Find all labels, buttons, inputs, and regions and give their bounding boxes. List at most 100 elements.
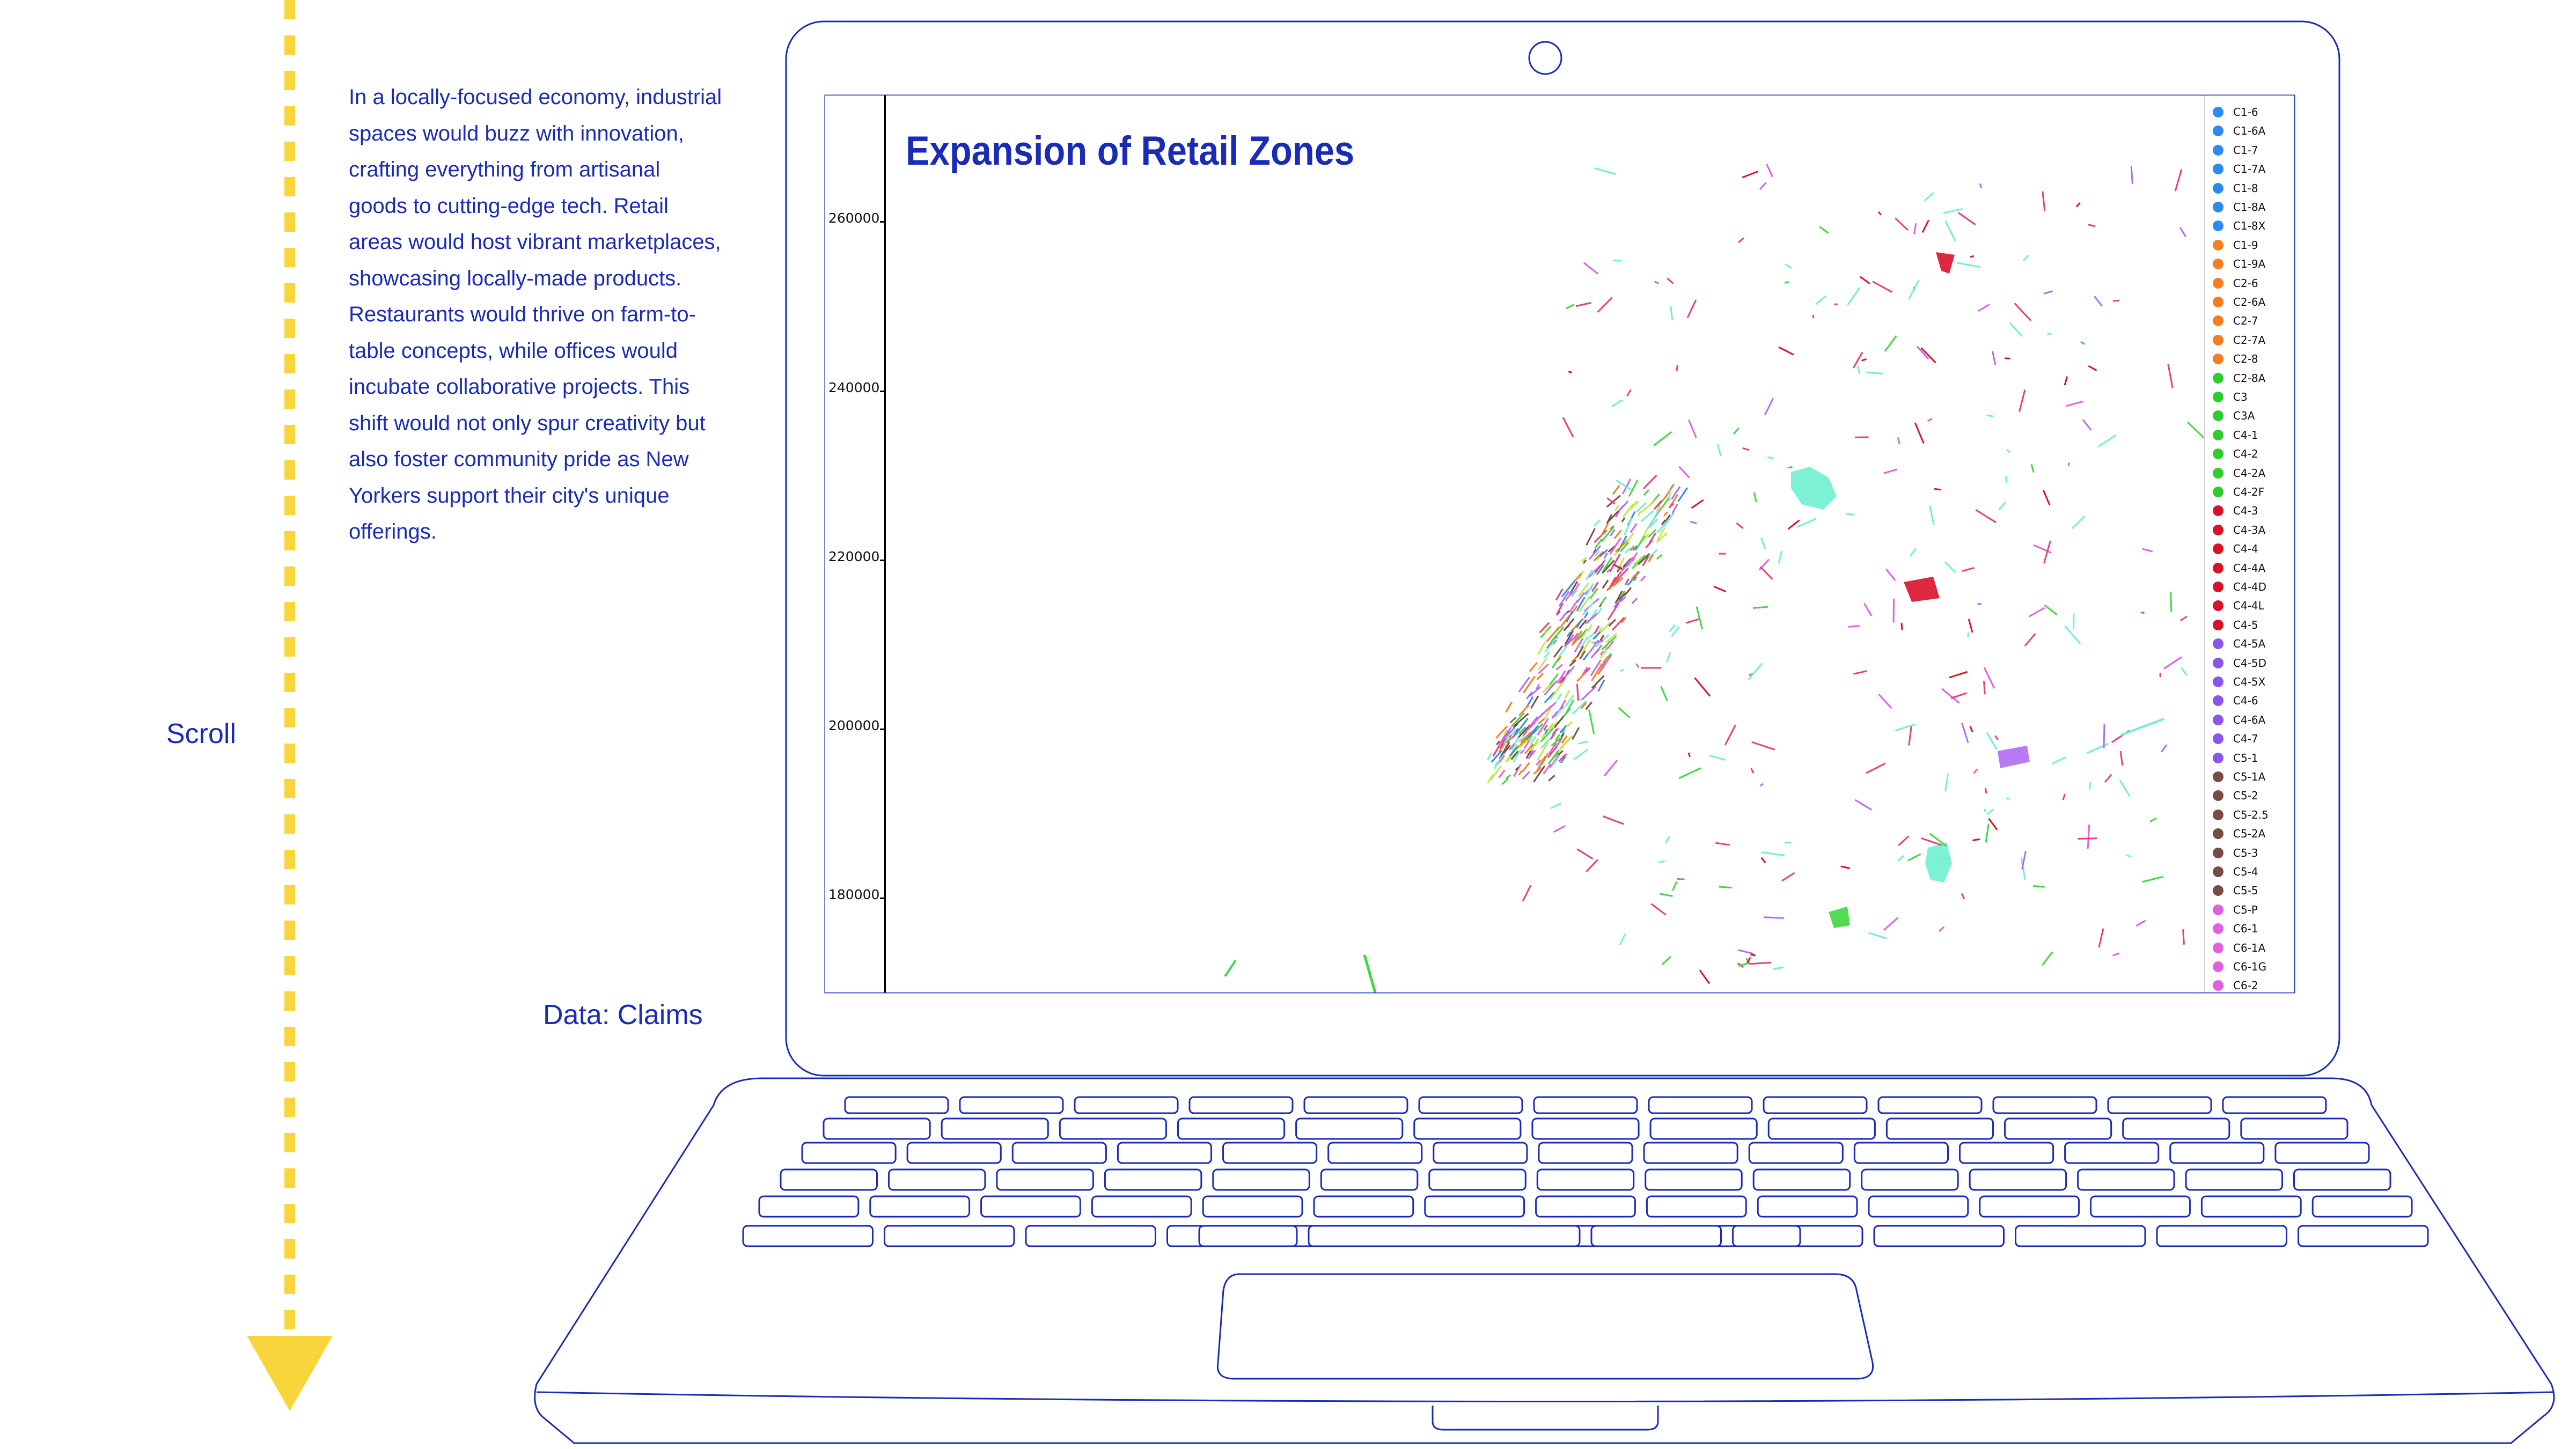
zone-strip: [1576, 848, 1594, 860]
zone-strip: [1572, 630, 1582, 644]
zone-strip: [1687, 752, 1691, 757]
legend-item: C6-1G: [2213, 958, 2266, 976]
legend-swatch: [2213, 562, 2223, 573]
zone-strip: [1540, 702, 1557, 716]
legend-swatch: [2213, 182, 2223, 194]
zone-strip: [1633, 556, 1643, 567]
zone-strip: [1913, 223, 1917, 234]
legend-swatch: [2213, 126, 2223, 137]
keyboard-key: [1320, 1168, 1419, 1191]
zone-strip: [1656, 527, 1665, 541]
zone-strip: [1668, 503, 1675, 509]
zone-strip: [1520, 749, 1525, 754]
keyboard-key: [1877, 1096, 1983, 1114]
zone-strip: [1536, 673, 1544, 680]
zone-strip: [1524, 743, 1534, 755]
zone-strip: [1749, 961, 1772, 965]
legend-label: C2-6: [2233, 276, 2258, 290]
zone-strip: [1670, 306, 1674, 320]
zone-strip: [1621, 517, 1626, 523]
legend-item: C3: [2213, 388, 2248, 406]
scroll-track[interactable]: [284, 0, 295, 1336]
zone-strip: [1653, 431, 1672, 446]
zone-strip: [1934, 488, 1941, 491]
legend-swatch: [2213, 809, 2223, 820]
zone-strip: [1924, 192, 1934, 202]
zone-strip: [1914, 422, 1925, 444]
y-tick-mark: [880, 729, 885, 730]
legend-label: C5-2.5: [2233, 808, 2269, 821]
zone-strip: [1640, 510, 1654, 523]
zone-strip: [1819, 226, 1829, 234]
zone-strip: [1766, 164, 1773, 178]
zone-strip: [2033, 885, 2045, 888]
keyboard-key: [1308, 1225, 1581, 1247]
legend-swatch: [2213, 771, 2223, 782]
zone-strip: [1909, 548, 1917, 557]
keyboard-key: [844, 1096, 949, 1114]
zone-strip: [2112, 952, 2120, 957]
zone-strip: [1897, 437, 1900, 444]
zone-strip: [1678, 767, 1701, 779]
spacebar-key: [1198, 1225, 1801, 1247]
legend-label: C3: [2233, 391, 2248, 403]
zone-strip: [1363, 954, 1377, 992]
zone-strip: [1558, 645, 1568, 657]
legend-label: C2-8A: [2233, 371, 2266, 385]
zone-strip: [1586, 583, 1594, 596]
legend-swatch: [2213, 752, 2223, 763]
zone-strip: [1544, 680, 1558, 696]
zone-strip: [1526, 729, 1538, 740]
zone-strip: [1580, 702, 1587, 709]
zone-strip: [1586, 859, 1598, 872]
legend-swatch: [2213, 582, 2223, 592]
zone-strip: [1602, 560, 1615, 574]
zone-strip: [2082, 419, 2092, 431]
zone-strip: [1594, 529, 1608, 543]
zone-strip: [2080, 341, 2086, 345]
keyboard-key: [2090, 1195, 2191, 1218]
zone-strip: [1778, 346, 1794, 356]
zone-strip: [2104, 774, 2112, 783]
legend-swatch: [2213, 695, 2223, 707]
zone-strip: [1642, 474, 1657, 490]
zone-strip: [1487, 752, 1493, 761]
keyboard-key: [1025, 1225, 1156, 1247]
zone-strip: [1573, 632, 1579, 640]
keyboard-key: [1861, 1168, 1959, 1191]
zone-strip: [2098, 928, 2104, 948]
zone-strip: [1549, 683, 1563, 700]
zone-strip: [1574, 637, 1584, 653]
legend-item: C3A: [2213, 407, 2255, 425]
legend-swatch: [2213, 847, 2223, 858]
zone-strip: [2149, 817, 2157, 823]
zone-strip: [1585, 569, 1593, 580]
zone-strip: [1555, 740, 1562, 747]
zone-strip: [1630, 523, 1638, 533]
legend-label: C4-5A: [2233, 637, 2266, 651]
zone-strip: [1929, 833, 1947, 847]
keyboard-key: [1590, 1225, 1722, 1247]
zone-strip: [1537, 642, 1546, 655]
legend-item: C4-4L: [2213, 597, 2264, 615]
legend-swatch: [2213, 487, 2223, 497]
zone-strip: [1564, 630, 1574, 645]
legend-item: C1-9A: [2213, 255, 2265, 273]
zone-strip: [1872, 281, 1893, 293]
keyboard-key: [1538, 1142, 1633, 1164]
legend-swatch: [2213, 543, 2223, 555]
zone-strip: [1983, 667, 1995, 689]
legend-label: C4-6: [2233, 694, 2258, 708]
zone-strip: [1505, 774, 1511, 779]
keyboard-key: [1643, 1142, 1738, 1164]
zone-strip: [1618, 592, 1628, 601]
zone-strip: [1664, 514, 1671, 523]
zone-strip: [1583, 612, 1589, 619]
zone-strip: [2044, 604, 2058, 616]
zone-strip: [1908, 725, 1913, 746]
legend-item: C1-6A: [2213, 122, 2265, 140]
zone-strip: [1502, 745, 1511, 754]
zone-strip: [1724, 725, 1736, 746]
zone-strip: [1590, 644, 1603, 659]
